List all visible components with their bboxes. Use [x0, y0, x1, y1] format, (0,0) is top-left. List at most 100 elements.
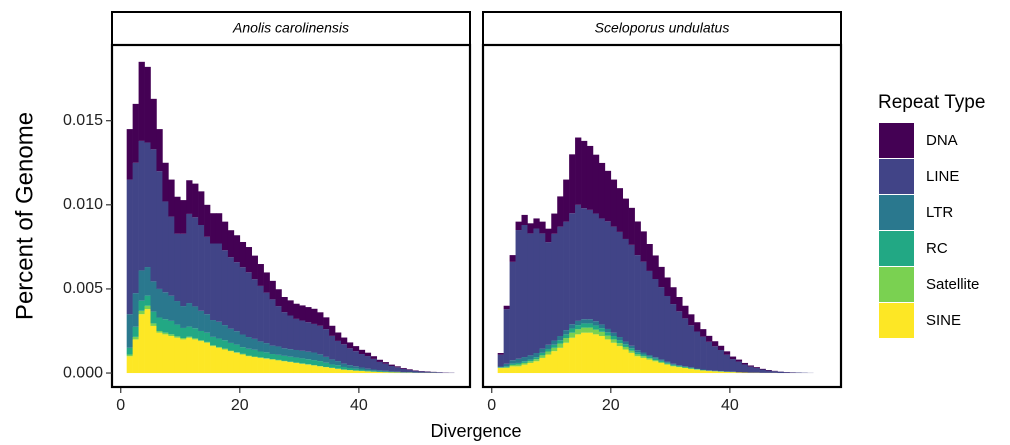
bar-segment	[263, 358, 270, 359]
bar-segment	[652, 360, 659, 362]
bar-segment	[628, 244, 635, 346]
bar-segment	[329, 359, 336, 365]
bar-segment	[545, 354, 552, 374]
bar-segment	[192, 183, 199, 218]
bar-segment	[646, 270, 653, 356]
bar-segment	[509, 363, 516, 365]
bar-segment	[352, 351, 360, 367]
bar-segment	[204, 332, 211, 342]
bar-segment	[144, 295, 151, 306]
bar-segment	[664, 363, 671, 365]
bar-segment	[575, 204, 582, 321]
bar-segment	[352, 366, 360, 369]
bar-segment	[688, 325, 695, 368]
bar-segment	[162, 162, 169, 202]
bar-segment	[551, 344, 558, 348]
bar-segment	[382, 363, 389, 371]
bar-segment	[717, 349, 725, 372]
bar-segment	[394, 372, 401, 374]
bar-segment	[346, 367, 354, 371]
bar-segment	[329, 335, 336, 360]
bar-segment	[341, 369, 348, 374]
bar-segment	[251, 255, 258, 280]
bar-segment	[245, 337, 253, 349]
bar-segment	[652, 255, 659, 279]
legend-label: Satellite	[926, 276, 979, 293]
legend-label: RC	[926, 240, 948, 257]
bar-segment	[694, 322, 701, 332]
bar-segment	[497, 354, 504, 367]
panel-border	[110, 43, 472, 389]
bar-segment	[144, 142, 151, 268]
bar-segment	[227, 350, 235, 352]
bar-segment	[180, 306, 187, 328]
bar-segment	[233, 352, 241, 374]
bar-segment	[174, 336, 181, 338]
y-tick-label: 0.000	[63, 364, 103, 381]
strip	[482, 11, 842, 46]
y-tick-label: 0.005	[63, 280, 103, 297]
bar-segment	[227, 257, 235, 329]
bar-segment	[186, 303, 193, 327]
bar-segment	[765, 370, 772, 373]
bar-segment	[311, 360, 318, 366]
bar-segment	[233, 331, 241, 345]
bar-segment	[341, 344, 348, 364]
bar-segment	[162, 292, 169, 320]
bar-segment	[795, 372, 802, 374]
bar-segment	[281, 355, 288, 361]
bar-segment	[281, 312, 288, 349]
bar-segment	[598, 162, 606, 219]
bar-segment	[515, 366, 522, 374]
bar-segment	[581, 332, 588, 374]
bar-segment	[341, 363, 348, 367]
bar-segment	[783, 372, 790, 374]
bar-segment	[628, 348, 635, 351]
bar-segment	[759, 368, 766, 370]
bar-segment	[539, 221, 546, 234]
bar-segment	[551, 233, 558, 341]
bar-segment	[311, 323, 318, 353]
bar-segment	[503, 309, 510, 364]
x-tick-label: 0	[116, 397, 125, 414]
bar-segment	[676, 366, 683, 368]
bar-segment	[275, 359, 282, 361]
bar-segment	[527, 233, 534, 356]
bar-segment	[664, 277, 671, 296]
bar-segment	[658, 359, 665, 361]
bar-segment	[132, 336, 139, 340]
bar-segment	[346, 348, 354, 366]
bar-segment	[509, 360, 516, 364]
bar-segment	[688, 368, 695, 374]
bar-segment	[539, 233, 546, 349]
bar-segment	[700, 329, 707, 337]
bar-segment	[358, 371, 366, 374]
bar-segment	[192, 217, 199, 307]
bar-segment	[521, 364, 528, 374]
bar-segment	[539, 352, 546, 356]
bar-segment	[204, 341, 211, 343]
bar-segment	[239, 334, 247, 348]
bar-segment	[263, 292, 270, 344]
bar-segment	[376, 361, 383, 371]
bar-segment	[521, 214, 528, 225]
bar-segment	[646, 355, 653, 357]
bar-segment	[753, 367, 760, 368]
bar-segment	[364, 368, 372, 371]
bar-segment	[394, 366, 401, 368]
bar-segment	[126, 356, 133, 374]
bar-segment	[539, 348, 546, 353]
bar-segment	[156, 332, 163, 374]
bar-segment	[233, 352, 241, 353]
bar-segment	[132, 339, 139, 374]
bar-segment	[652, 357, 659, 359]
bar-segment	[503, 367, 510, 368]
bar-segment	[329, 364, 336, 368]
bar-segment	[634, 350, 641, 353]
bar-segment	[622, 198, 629, 239]
bar-segment	[670, 287, 677, 305]
bar-segment	[694, 368, 701, 369]
bar-segment	[180, 233, 187, 307]
bar-segment	[765, 370, 772, 371]
